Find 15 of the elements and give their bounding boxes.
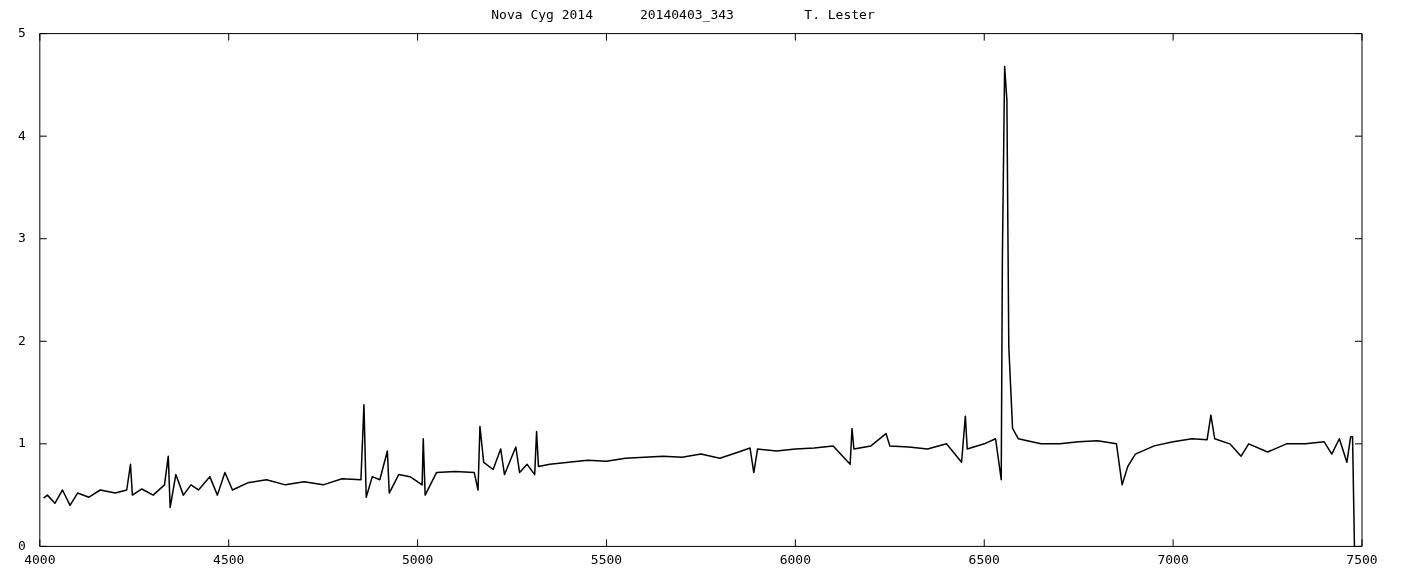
x-tick-label: 4000 [24, 551, 56, 567]
x-tick-label: 6500 [968, 551, 1000, 567]
y-tick-label: 3 [18, 230, 26, 246]
y-tick-label: 1 [18, 435, 26, 451]
y-tick-label: 0 [18, 537, 26, 553]
x-tick-label: 4500 [213, 551, 245, 567]
x-tick-label: 5500 [590, 551, 623, 567]
x-tick-label: 6000 [779, 551, 812, 567]
x-tick-label: 7000 [1157, 551, 1189, 567]
y-tick-label: 4 [18, 127, 26, 143]
y-tick-label: 5 [18, 24, 26, 40]
y-tick-label: 2 [18, 332, 26, 348]
x-tick-label: 5000 [401, 551, 434, 567]
chart-title: Nova Cyg 2014 20140403_343 T. Lester [491, 7, 875, 23]
x-tick-label: 7500 [1346, 551, 1378, 567]
